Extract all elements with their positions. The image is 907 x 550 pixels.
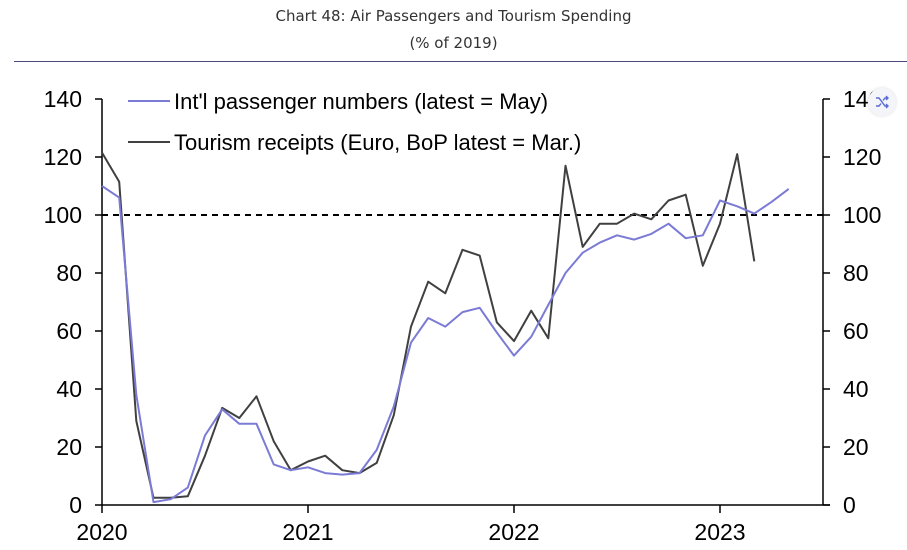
- y-tick-label-left: 40: [56, 376, 82, 402]
- chart-header: Chart 48: Air Passengers and Tourism Spe…: [0, 0, 907, 62]
- y-tick-label-right: 120: [843, 144, 881, 170]
- y-tick-label-left: 20: [56, 434, 82, 460]
- chart-title: Chart 48: Air Passengers and Tourism Spe…: [275, 7, 632, 25]
- y-tick-label-left: 100: [44, 202, 82, 228]
- y-tick-label-right: 80: [843, 260, 869, 286]
- y-tick-label-left: 140: [44, 86, 82, 112]
- series-lines: [101, 152, 790, 504]
- legend-entry-passengers-label: Int'l passenger numbers (latest = May): [174, 89, 548, 114]
- x-tick-label: 2023: [694, 519, 745, 545]
- y-tick-label-right: 100: [843, 202, 881, 228]
- y-tick-label-left: 120: [44, 144, 82, 170]
- chart-axes: 0204060801001201400204060801001201402020…: [44, 86, 882, 545]
- chart-subtitle: (% of 2019): [409, 34, 498, 52]
- y-tick-label-right: 0: [843, 492, 856, 518]
- y-tick-label-left: 0: [69, 492, 82, 518]
- y-tick-label-left: 60: [56, 318, 82, 344]
- x-tick-label: 2020: [76, 519, 127, 545]
- y-tick-label-left: 80: [56, 260, 82, 286]
- series-line-receipts: [101, 152, 756, 499]
- legend-entry-receipts-label: Tourism receipts (Euro, BoP latest = Mar…: [174, 130, 581, 155]
- series-line-passengers: [101, 185, 790, 504]
- chart-legend: Int'l passenger numbers (latest = May) To…: [128, 89, 581, 155]
- y-tick-label-right: 60: [843, 318, 869, 344]
- shuffle-icon[interactable]: [868, 88, 896, 116]
- header-divider: [14, 61, 907, 62]
- x-tick-label: 2021: [282, 519, 333, 545]
- y-tick-label-right: 20: [843, 434, 869, 460]
- x-tick-label: 2022: [488, 519, 539, 545]
- y-tick-label-right: 40: [843, 376, 869, 402]
